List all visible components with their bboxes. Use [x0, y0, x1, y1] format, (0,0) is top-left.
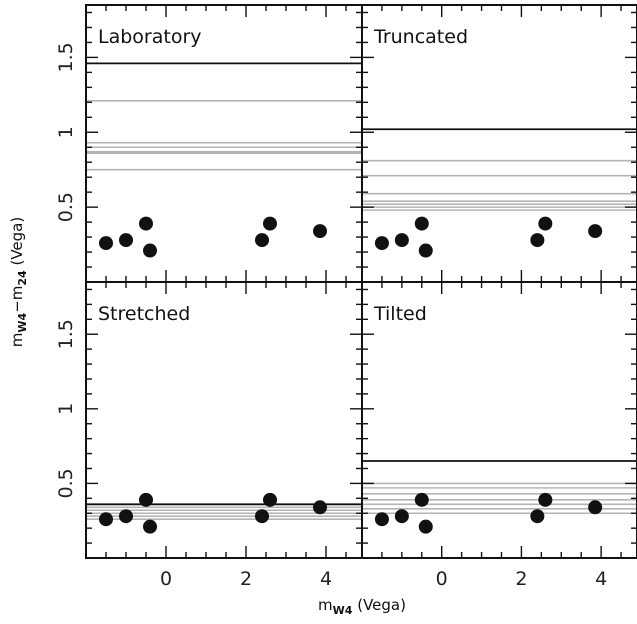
panel-frame	[361, 281, 637, 559]
panel-title: Stretched	[98, 303, 190, 325]
data-point	[119, 233, 133, 248]
x-tick-label: 2	[515, 568, 527, 590]
panel-title: Tilted	[373, 303, 427, 325]
data-point	[313, 224, 327, 239]
data-point	[414, 492, 429, 507]
data-point	[255, 233, 269, 248]
x-tick-label: 0	[160, 568, 172, 590]
x-tick-label: 0	[436, 568, 448, 590]
data-point	[99, 512, 113, 527]
data-point	[263, 216, 277, 231]
panel-title: Laboratory	[98, 26, 202, 48]
data-point	[530, 233, 545, 248]
y-tick-label: 0.5	[55, 468, 77, 498]
data-point	[530, 509, 545, 524]
x-axis-title: mW4 (Vega)	[318, 596, 406, 617]
data-point	[139, 216, 153, 231]
y-tick-label: 1	[55, 403, 77, 415]
data-point	[313, 500, 327, 515]
x-tick-label: 4	[595, 568, 607, 590]
data-point	[263, 492, 277, 507]
y-tick-label: 0.5	[55, 192, 77, 222]
data-point	[374, 512, 389, 527]
data-point	[538, 492, 553, 507]
data-point	[394, 509, 409, 524]
y-axis-title: mW4−m24 (Vega)	[8, 217, 29, 347]
data-point	[588, 224, 603, 239]
data-point	[588, 500, 603, 515]
x-tick-label: 2	[240, 568, 252, 590]
y-tick-label: 1	[55, 126, 77, 138]
y-tick-label: 1.5	[55, 42, 77, 72]
data-point	[374, 236, 389, 251]
data-point	[255, 509, 269, 524]
y-tick-label: 1.5	[55, 319, 77, 349]
data-point	[418, 243, 433, 258]
data-point	[414, 216, 429, 231]
data-point	[139, 492, 153, 507]
x-tick-label: 4	[320, 568, 332, 590]
data-point	[538, 216, 553, 231]
data-point	[143, 243, 157, 258]
data-point	[394, 233, 409, 248]
data-point	[119, 509, 133, 524]
data-point	[418, 519, 433, 534]
data-point	[143, 519, 157, 534]
data-point	[99, 236, 113, 251]
panel-title: Truncated	[373, 26, 468, 48]
